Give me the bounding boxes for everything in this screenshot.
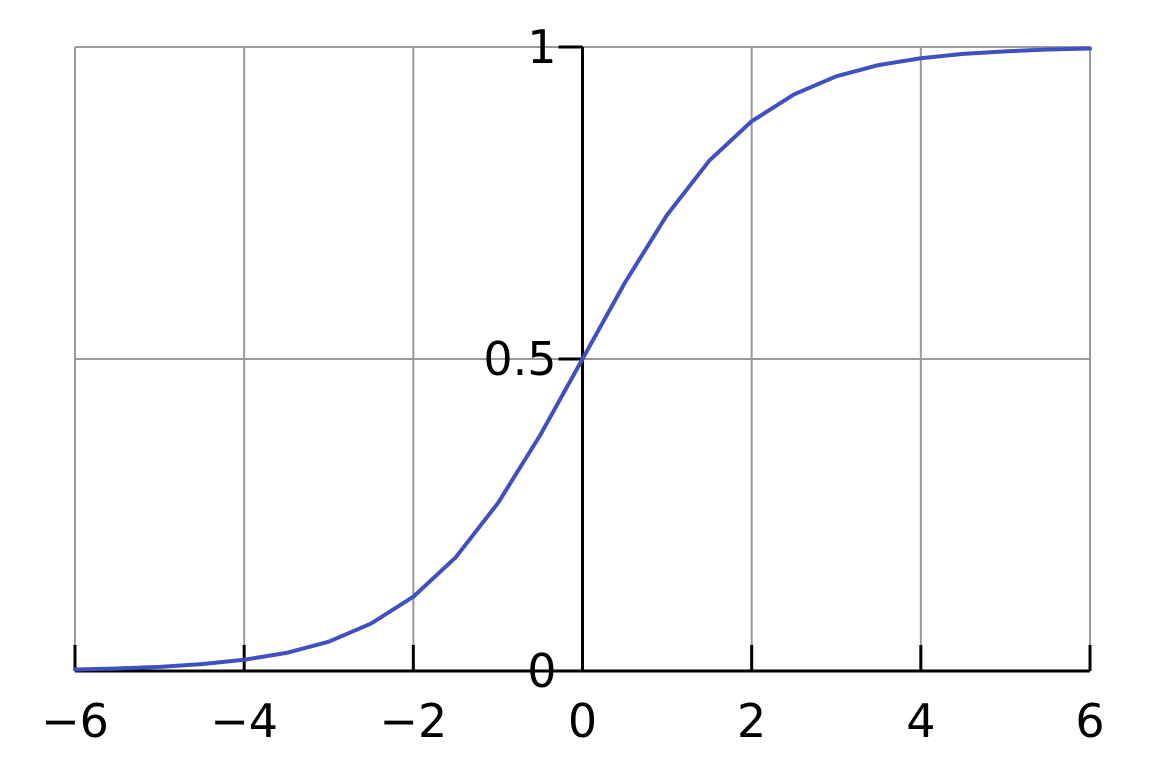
- y-tick-label: 0.5: [483, 332, 556, 386]
- x-tick-label: 6: [1075, 694, 1104, 748]
- x-tick-label: 0: [568, 694, 597, 748]
- y-tick-label: 0: [527, 644, 556, 698]
- x-tick-label: −2: [379, 694, 447, 748]
- x-tick-label: −6: [41, 694, 109, 748]
- y-tick-label: 1: [527, 20, 556, 74]
- tick-labels: −6 −4 −2 0 2 4 6 0 0.5 1: [41, 20, 1105, 748]
- sigmoid-curve: [73, 46, 1092, 672]
- x-tick-label: −4: [210, 694, 278, 748]
- data-series: [73, 46, 1092, 672]
- x-tick-label: 4: [906, 694, 935, 748]
- x-tick-label: 2: [737, 694, 766, 748]
